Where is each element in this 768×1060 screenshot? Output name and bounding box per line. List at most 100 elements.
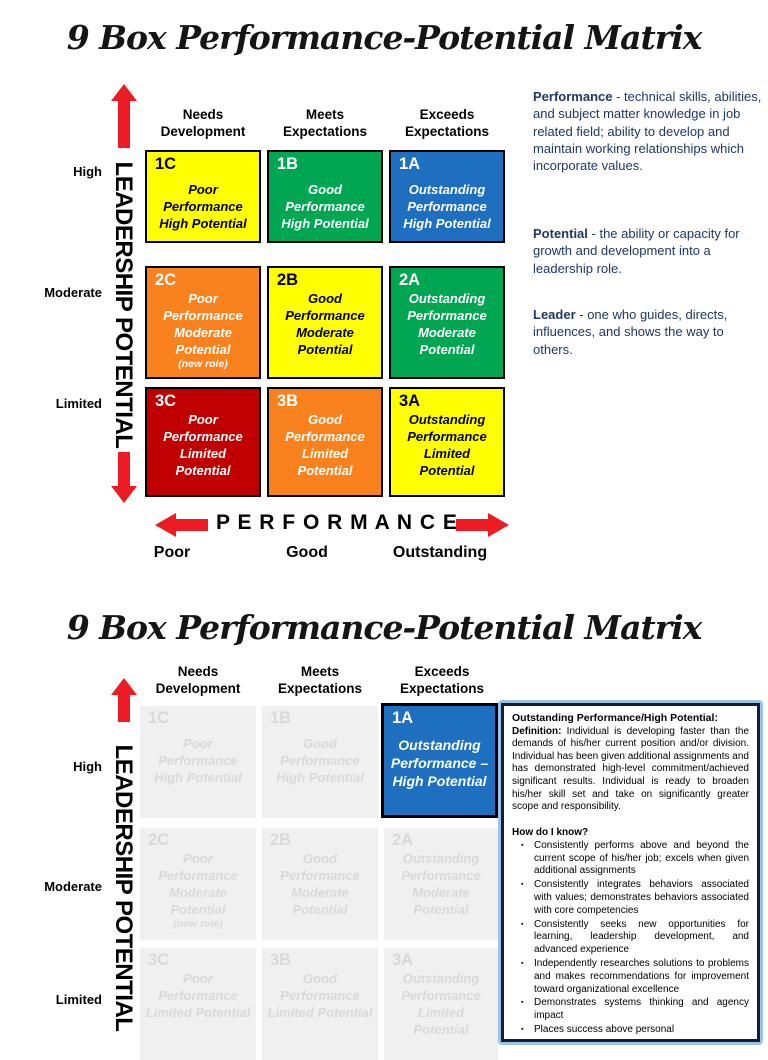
cell-text: Outstanding Performance Moderate Potenti… xyxy=(401,850,481,917)
matrix-cell-1C-dimmed: 1C Poor Performance High Potential xyxy=(140,706,256,818)
page-title: 9 Box Performance-Potential Matrix xyxy=(66,608,703,647)
cell-text: Poor Performance High Potential xyxy=(154,735,242,785)
cell-code: 3A xyxy=(392,951,414,969)
x-axis-arrow-left-icon xyxy=(155,513,176,537)
row-label-moderate: Moderate xyxy=(44,879,102,894)
infobox: Outstanding Performance/High Potential: … xyxy=(498,700,763,1045)
matrix-cell-1B: 1B Good Performance High Potential xyxy=(267,150,383,243)
column-header-line: Expectations xyxy=(399,681,485,697)
infobox-bullet: ▪ Demonstrates systems thinking and agen… xyxy=(512,997,749,1023)
matrix-cell-3A-dimmed: 3A Outstanding Performance Limited Poten… xyxy=(384,948,498,1060)
cell-text: Outstanding Performance Limited Potentia… xyxy=(407,411,487,478)
bullet-icon: ▪ xyxy=(521,959,524,967)
infobox-bullet: ▪ Places success above personal xyxy=(512,1024,749,1037)
row-label-high: High xyxy=(73,164,102,179)
row-label-high: High xyxy=(73,759,102,774)
matrix-cell-3C: 3C Poor Performance Limited Potential xyxy=(145,387,261,497)
bullet-icon: ▪ xyxy=(521,999,524,1007)
bullet-text: Demonstrates systems thinking and agency… xyxy=(534,997,749,1022)
y-axis-arrow-shaft-bottom xyxy=(118,452,130,486)
definition-term: Potential xyxy=(533,226,588,241)
cell-code: 2B xyxy=(270,831,292,849)
cell-code: 3A xyxy=(399,392,421,410)
cell-code: 2C xyxy=(148,831,170,849)
cell-text: Good Performance Limited Potential xyxy=(267,970,373,1020)
cell-text: Outstanding Performance High Potential xyxy=(403,181,491,231)
row-label-moderate: Moderate xyxy=(44,285,102,300)
x-tick-poor: Poor xyxy=(153,544,191,561)
cell-text: Good Performance High Potential xyxy=(281,181,369,231)
page-title: 9 Box Performance-Potential Matrix xyxy=(66,18,703,57)
bullet-icon: ▪ xyxy=(521,1025,524,1033)
infobox-bullet: ▪ Consistently performs above and beyond… xyxy=(512,840,749,878)
matrix-cell-3B-dimmed: 3B Good Performance Limited Potential xyxy=(262,948,378,1060)
column-header-exceeds-expectations: Exceeds Expectations xyxy=(384,663,500,698)
cell-code: 3C xyxy=(155,392,177,410)
cell-text: Outstanding Performance Limited Potentia… xyxy=(401,970,481,1037)
infobox-bullet: ▪ Independently researches solutions to … xyxy=(512,958,749,996)
x-axis-arrow-shaft-left xyxy=(176,519,208,531)
bullet-text: Places success above personal xyxy=(534,1023,675,1035)
matrix-cell-2A: 2A Outstanding Performance Moderate Pote… xyxy=(389,266,505,379)
column-header-needs-development: Needs Development xyxy=(140,663,256,698)
bullet-icon: ▪ xyxy=(521,841,524,849)
matrix-cell-2A-dimmed: 2A Outstanding Performance Moderate Pote… xyxy=(384,828,498,940)
y-axis-label: LEADERSHIP POTENTIAL xyxy=(110,744,137,1032)
cell-text: Good Performance Moderate Potential xyxy=(280,850,360,917)
cell-note: (new role) xyxy=(178,357,228,370)
y-axis-label: LEADERSHIP POTENTIAL xyxy=(110,161,137,449)
bullet-icon: ▪ xyxy=(521,920,524,928)
bullet-text: Independently researches solutions to pr… xyxy=(534,957,749,995)
cell-code: 2A xyxy=(399,271,421,289)
infobox-bullet: ▪ Consistently seeks new opportunities f… xyxy=(512,919,749,957)
definition-term: Performance xyxy=(533,89,613,104)
definition-performance: Performance - technical skills, abilitie… xyxy=(533,88,767,174)
column-header-line: Development xyxy=(155,681,241,697)
column-header-meets-expectations: Meets Expectations xyxy=(267,106,383,141)
column-header-line: Exceeds xyxy=(419,107,475,122)
matrix-cell-1C: 1C Poor Performance High Potential xyxy=(145,150,261,243)
cell-code: 2B xyxy=(277,271,299,289)
cell-code: 1A xyxy=(392,709,414,727)
infobox-heading: Outstanding Performance/High Potential: xyxy=(512,712,718,724)
column-header-line: Meets xyxy=(305,107,345,122)
cell-code: 3C xyxy=(148,951,170,969)
definition-text: - the ability or capacity for growth and… xyxy=(533,226,740,276)
column-header-line: Needs xyxy=(177,664,219,679)
cell-code: 1B xyxy=(277,155,299,173)
y-axis-arrow-up-icon xyxy=(111,678,137,695)
definition-text: - one who guides, directs, influences, a… xyxy=(533,307,728,357)
matrix-cell-1A: 1A Outstanding Performance High Potentia… xyxy=(389,150,505,243)
x-tick-good: Good xyxy=(286,544,328,561)
bullet-icon: ▪ xyxy=(521,881,524,889)
cell-text: Poor Performance Moderate Potential xyxy=(158,850,238,917)
cell-code: 2C xyxy=(155,271,177,289)
y-axis-arrow-shaft xyxy=(118,694,130,722)
definition-term: Leader xyxy=(533,307,576,322)
cell-text: Poor Performance Limited Potential xyxy=(145,970,251,1020)
cell-text: Outstanding Performance – High Potential xyxy=(390,736,489,790)
cell-text: Good Performance Limited Potential xyxy=(285,411,365,478)
matrix-cell-3A: 3A Outstanding Performance Limited Poten… xyxy=(389,387,505,497)
column-header-line: Meets xyxy=(300,664,340,679)
infobox-question: How do I know? xyxy=(512,826,589,838)
cell-code: 1B xyxy=(270,709,292,727)
x-axis-arrow-right-icon xyxy=(488,513,509,537)
bullet-text: Consistently integrates behaviors associ… xyxy=(534,879,749,916)
cell-code: 1C xyxy=(155,155,177,173)
definition-potential: Potential - the ability or capacity for … xyxy=(533,225,767,277)
y-axis-arrow-down-icon xyxy=(111,486,137,503)
column-header-line: Expectations xyxy=(277,681,363,697)
cell-code: 3B xyxy=(277,392,299,410)
cell-note: (new role) xyxy=(173,917,223,930)
matrix-cell-2B-dimmed: 2B Good Performance Moderate Potential xyxy=(262,828,378,940)
cell-code: 3B xyxy=(270,951,292,969)
column-header-exceeds-expectations: Exceeds Expectations xyxy=(389,106,505,141)
cell-code: 1A xyxy=(399,155,421,173)
matrix-cell-3B: 3B Good Performance Limited Potential xyxy=(267,387,383,497)
row-label-limited: Limited xyxy=(55,992,102,1007)
column-header-line: Needs xyxy=(182,107,224,122)
infobox-bullet: ▪ Consistently integrates behaviors asso… xyxy=(512,879,749,917)
definition-leader: Leader - one who guides, directs, influe… xyxy=(533,306,767,358)
column-header-meets-expectations: Meets Expectations xyxy=(262,663,378,698)
